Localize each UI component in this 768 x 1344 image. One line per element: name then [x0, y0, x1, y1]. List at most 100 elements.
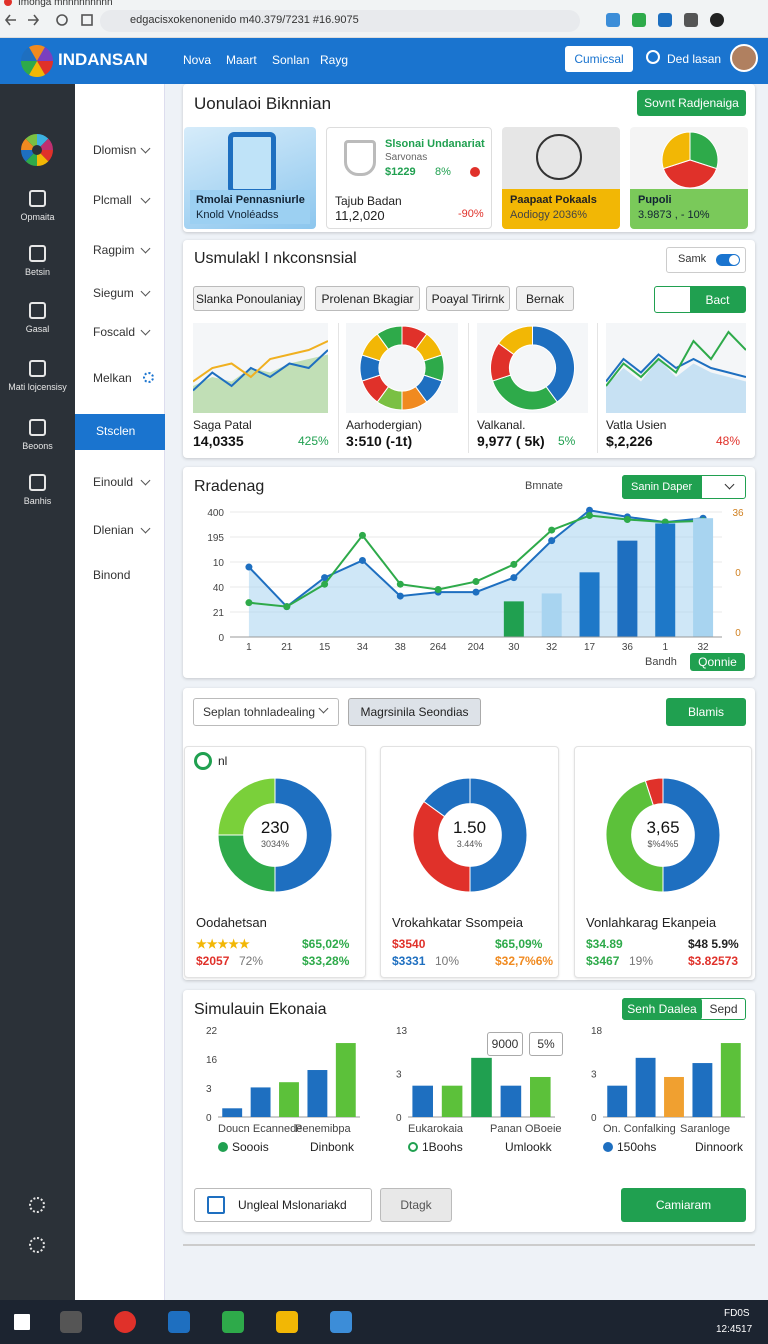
side-menu: [75, 84, 165, 1300]
chart-segment: [662, 159, 718, 189]
taskbar-app[interactable]: [330, 1311, 352, 1333]
rail-logo-segment: [37, 153, 49, 166]
mini-chart: [606, 330, 746, 413]
filter-chip[interactable]: Poayal Tirirnk: [426, 286, 510, 311]
dropdown[interactable]: [193, 698, 339, 726]
menu-item[interactable]: Ragpim: [93, 243, 135, 257]
menu-item[interactable]: Melkan: [93, 371, 132, 385]
taskbar-app[interactable]: [222, 1311, 244, 1333]
bar: [222, 1108, 243, 1117]
bar: [307, 1070, 328, 1117]
footer-button[interactable]: Dtagk: [380, 1188, 452, 1222]
chart-button[interactable]: Qonnie: [690, 653, 745, 671]
menu-item[interactable]: Stsclen: [96, 424, 136, 438]
segments-button[interactable]: Magrsinila Seondias: [348, 698, 481, 726]
user-name[interactable]: Ded lasan: [667, 52, 722, 66]
nav-item[interactable]: Sonlan: [272, 53, 310, 67]
tile-label: Tajub Badan: [335, 194, 402, 208]
pie-chart: [661, 131, 719, 189]
value-box[interactable]: 5%: [529, 1032, 563, 1056]
chart-segment: [497, 325, 533, 356]
chart-line: [193, 340, 328, 383]
rail-label: Mati lojcensisy: [8, 382, 67, 392]
menu-item[interactable]: Einould: [93, 475, 134, 489]
tile-cup: [344, 140, 376, 176]
chart-segment: [532, 325, 575, 403]
rail-label: Gasal: [25, 324, 50, 334]
y-tick-label: 0: [591, 1113, 597, 1124]
extension-icon: [684, 13, 698, 27]
rail-icon[interactable]: [29, 245, 46, 262]
bar: [692, 1063, 713, 1117]
mini-chart: [359, 325, 445, 411]
menu-item[interactable]: Dlomisn: [93, 143, 137, 157]
taskbar-app[interactable]: [60, 1311, 82, 1333]
tile-label: Pupoli: [638, 194, 672, 206]
donut-title: Vonlahkarag Ekanpeia: [586, 915, 717, 930]
footer-button[interactable]: [194, 1188, 372, 1222]
taskbar-app[interactable]: [276, 1311, 298, 1333]
header-button[interactable]: Cumicsal: [565, 46, 633, 72]
icon-rail: [0, 84, 75, 1300]
rail-logo-segment: [40, 150, 53, 162]
filter-chip[interactable]: Prolenan Bkagiar: [315, 286, 420, 311]
donut-center-sub: $%4%5: [647, 839, 679, 849]
tile-subtitle: Sarvonas: [385, 152, 428, 163]
tile-sub: Aodiogy 2036%: [510, 209, 588, 221]
nav-item[interactable]: Nova: [183, 53, 212, 67]
donut-row-item: $33,28%: [302, 954, 350, 968]
donut-chart: [605, 777, 721, 893]
rail-bottom-icon[interactable]: [29, 1237, 45, 1253]
rail-icon[interactable]: [29, 419, 46, 436]
chart-segment: [217, 777, 276, 836]
taskbar-app[interactable]: [114, 1311, 136, 1333]
bar: [471, 1057, 492, 1117]
segment-button[interactable]: Bact: [690, 287, 745, 312]
mini-label: Vatla Usien: [606, 418, 667, 432]
value-box[interactable]: 9000: [487, 1032, 523, 1056]
menu-item[interactable]: Plcmall: [93, 193, 132, 207]
tab[interactable]: Sepd: [702, 999, 745, 1019]
rail-icon[interactable]: [29, 474, 46, 491]
menu-item[interactable]: Binond: [93, 568, 131, 582]
chart-segment: [274, 777, 333, 893]
tile-band: [630, 189, 748, 229]
legend-label: Sooois: [232, 1140, 269, 1154]
rail-label: Betsin: [24, 267, 50, 277]
chart-line: [606, 330, 746, 387]
nav-item[interactable]: Rayg: [320, 53, 349, 67]
tile-sub: 3.9873 , - 10%: [638, 209, 710, 221]
toggle-box[interactable]: [666, 247, 746, 273]
menu-item[interactable]: Foscald: [93, 325, 136, 339]
legend-label: Dinbonk: [310, 1140, 355, 1154]
app-header: [0, 38, 768, 84]
rail-icon[interactable]: [29, 190, 46, 207]
taskbar-app[interactable]: [168, 1311, 190, 1333]
card-link[interactable]: Bmnate: [525, 480, 563, 492]
logo-segment: [21, 61, 37, 75]
start-icon[interactable]: [14, 1314, 30, 1330]
rail-logo-segment: [37, 134, 49, 147]
scroll-track: [183, 1238, 755, 1246]
donut-row-item: $3331: [392, 954, 426, 968]
footer-button-icon: [207, 1196, 225, 1214]
logo-text: INDANSAN: [58, 50, 148, 69]
rail-icon[interactable]: [29, 360, 46, 377]
nav-item[interactable]: Maart: [226, 53, 257, 67]
bar: [607, 1085, 628, 1117]
filter-chip[interactable]: Slanka Ponoulaniay: [193, 286, 305, 311]
segments-action[interactable]: Blamis: [666, 698, 746, 726]
card-button[interactable]: Sovnt Radjenaiga: [637, 90, 746, 116]
mini-change: 5%: [558, 434, 576, 448]
rail-icon[interactable]: [29, 302, 46, 319]
rail-bottom-icon[interactable]: [29, 1197, 45, 1213]
chart-segment: [689, 131, 719, 170]
footer-action[interactable]: Camiaram: [621, 1188, 746, 1222]
extension-icon: [606, 13, 620, 27]
mini-change: 48%: [716, 434, 741, 448]
donut-title: Oodahetsan: [196, 915, 267, 930]
tab[interactable]: Senh Daalea: [622, 998, 702, 1020]
filter-chip[interactable]: Bernak: [516, 286, 574, 311]
menu-item[interactable]: Dlenian: [93, 523, 134, 537]
menu-item[interactable]: Siegum: [93, 286, 134, 300]
